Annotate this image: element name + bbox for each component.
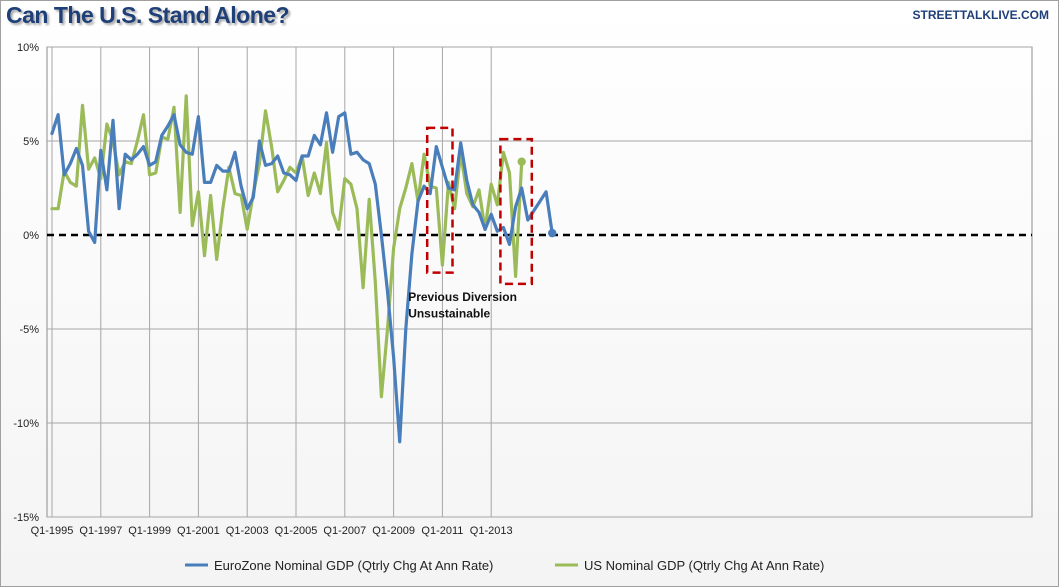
y-tick-label: 0% bbox=[23, 230, 39, 242]
y-tick-label: 10% bbox=[17, 42, 39, 54]
endpoint-marker-us bbox=[517, 157, 526, 166]
plot-area-border bbox=[46, 46, 1033, 518]
highlight-box-2 bbox=[499, 137, 534, 286]
annotations: Previous Diversion Unsustainable bbox=[408, 126, 534, 321]
legend: EuroZone Nominal GDP (Qtrly Chg At Ann R… bbox=[185, 558, 824, 573]
legend-label-us: US Nominal GDP (Qtrly Chg At Ann Rate) bbox=[584, 558, 824, 573]
x-tick-label: Q1-2005 bbox=[275, 525, 318, 537]
source-label: STREETTALKLIVE.COM bbox=[912, 8, 1049, 22]
highlight-box-1 bbox=[425, 126, 454, 274]
endpoint-marker-eurozone bbox=[548, 228, 557, 238]
y-tick-label: -10% bbox=[13, 418, 39, 430]
x-tick-label: Q1-1999 bbox=[128, 525, 171, 537]
x-tick-label: Q1-2001 bbox=[177, 525, 220, 537]
chart-title: Can The U.S. Stand Alone? bbox=[6, 2, 290, 28]
series-lines bbox=[50, 94, 557, 444]
y-tick-label: -15% bbox=[13, 512, 39, 524]
x-tick-label: Q1-2003 bbox=[226, 525, 269, 537]
annotation-text-line2: Unsustainable bbox=[408, 307, 490, 321]
y-tick-label: -5% bbox=[19, 324, 39, 336]
legend-label-eurozone: EuroZone Nominal GDP (Qtrly Chg At Ann R… bbox=[214, 558, 493, 573]
x-tick-label: Q1-1995 bbox=[31, 525, 74, 537]
y-tick-label: 5% bbox=[23, 136, 39, 148]
series-line-eurozone bbox=[50, 111, 554, 444]
axis-labels: 10% 5% 0% -5% -10% -15%Q1-1995 Q1-1997 Q1-1999 Q… bbox=[13, 42, 512, 537]
x-tick-label: Q1-2011 bbox=[421, 525, 463, 537]
x-tick-label: Q1-1997 bbox=[79, 525, 122, 537]
grid-lines bbox=[46, 46, 1033, 518]
annotation-text-line1: Previous Diversion bbox=[408, 290, 517, 304]
x-tick-label: Q1-2009 bbox=[372, 525, 415, 537]
x-tick-label: Q1-2013 bbox=[470, 525, 513, 537]
x-tick-label: Q1-2007 bbox=[323, 525, 366, 537]
